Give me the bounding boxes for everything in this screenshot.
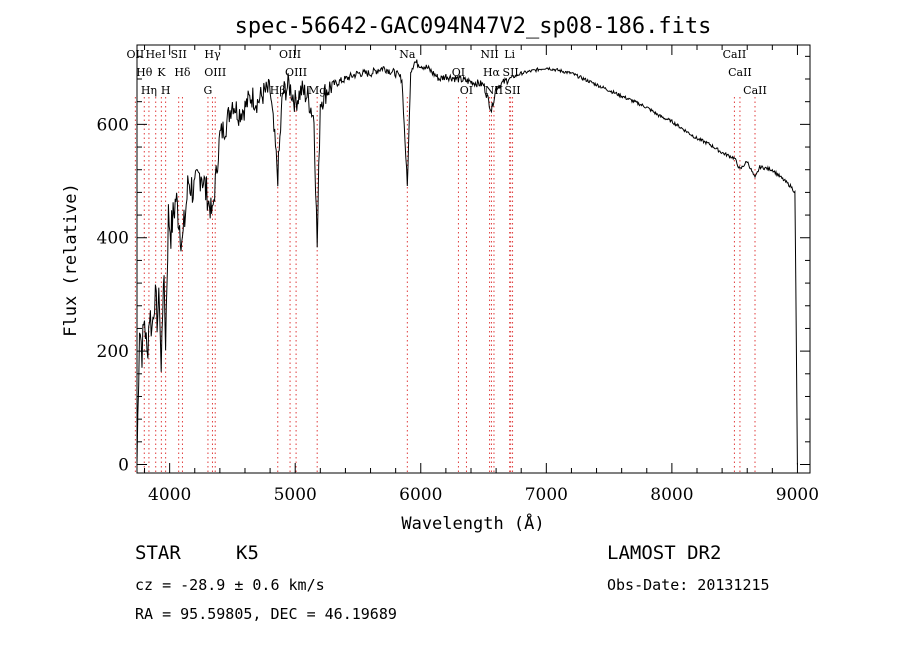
spectral-line-label: CaII — [743, 84, 767, 97]
spectral-line-label: Na — [399, 48, 416, 61]
spectral-line-label: SII — [504, 84, 520, 97]
observation-date: Obs-Date: 20131215 — [607, 576, 770, 594]
x-tick-label: 8000 — [650, 485, 693, 505]
spectral-line-label: K — [157, 66, 166, 79]
redshift-readout: cz = -28.9 ± 0.6 km/s — [135, 576, 325, 594]
spectral-line-label: OIII — [285, 66, 307, 79]
spectral-line-label: Hα — [483, 66, 501, 79]
spectral-line-label: Mg — [308, 84, 326, 97]
spectral-line-label: SII — [503, 66, 519, 79]
x-axis-label: Wavelength (Å) — [401, 512, 544, 534]
spectral-line-label: H — [161, 84, 171, 97]
spectral-line-label: OIII — [204, 66, 226, 79]
axis-tick-labels: 4000 5000 6000 7000 8000 9000 0 200 400 600 — [97, 115, 820, 505]
coordinates-readout: RA = 95.59805, DEC = 46.19689 — [135, 605, 397, 623]
spectral-line-label: OI — [452, 66, 465, 79]
spectral-line-label: NII — [480, 48, 498, 61]
spectral-line-markers — [134, 97, 756, 473]
y-tick-label: 600 — [97, 115, 129, 135]
y-tick-label: 200 — [97, 342, 129, 362]
spectral-line-label: Hδ — [174, 66, 191, 79]
survey-name: LAMOST DR2 — [607, 542, 722, 564]
x-tick-label: 9000 — [776, 485, 819, 505]
y-tick-label: 400 — [97, 229, 129, 249]
x-tick-label: 4000 — [148, 485, 191, 505]
spectral-line-label: OIII — [279, 48, 301, 61]
axis-ticks — [137, 45, 810, 473]
object-type: STAR — [135, 542, 181, 564]
spectral-line-label: Hβ — [270, 84, 286, 97]
spectral-line-label: CaII — [728, 66, 752, 79]
spectral-line-label: HeI — [145, 48, 165, 61]
spectral-line-label: OI — [460, 84, 473, 97]
spectral-line-label: Li — [504, 48, 515, 61]
y-tick-label: 0 — [118, 455, 129, 475]
spectral-line-label: Hη — [141, 84, 157, 97]
spectral-line-labels: OIIHθHηHeIKHSIIHδGHγOIIIHβOIIIOIIIMgNaOI… — [127, 48, 767, 97]
spectral-line-label: Hγ — [204, 48, 221, 61]
plot-frame — [136, 44, 811, 474]
spectrum-line — [136, 59, 798, 465]
chart-title: spec-56642-GAC094N47V2_sp08-186.fits — [235, 14, 712, 39]
spectral-line-label: SII — [171, 48, 187, 61]
object-subclass: K5 — [236, 542, 259, 564]
spectral-line-label: Hθ — [136, 66, 153, 79]
y-axis-label: Flux (relative) — [61, 183, 81, 337]
spectral-line-label: OII — [127, 48, 145, 61]
x-tick-label: 5000 — [274, 485, 317, 505]
x-tick-label: 7000 — [525, 485, 568, 505]
spectral-line-label: G — [204, 84, 213, 97]
spectral-line-label: CaII — [723, 48, 747, 61]
x-tick-label: 6000 — [399, 485, 442, 505]
